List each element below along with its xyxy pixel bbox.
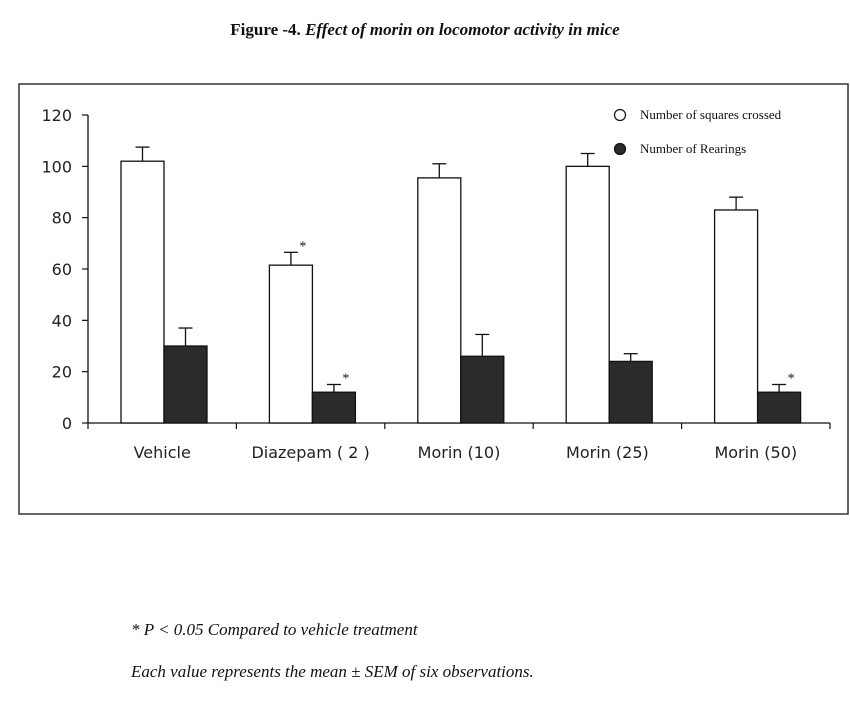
bar-rearings xyxy=(311,391,357,424)
bar-squares-crossed xyxy=(417,177,462,424)
legend-marker-rearings xyxy=(613,142,627,156)
x-tick-label: Diazepam ( 2 ) xyxy=(251,443,369,462)
legend-label: Number of squares crossed xyxy=(640,107,782,122)
bar-squares-crossed xyxy=(268,264,314,424)
legend-label: Number of Rearings xyxy=(640,141,746,156)
significance-marker: * xyxy=(299,239,306,254)
footnote-significance: * P < 0.05 Compared to vehicle treatment xyxy=(131,620,418,639)
bar-squares-crossed xyxy=(713,209,759,424)
chart-frame xyxy=(18,83,849,515)
y-axis-ticks: 0 20 40 60 80 100 120 xyxy=(41,106,88,433)
significance-marker: * xyxy=(342,372,349,387)
x-tick-label: Vehicle xyxy=(134,443,191,462)
x-tick-label: Morin (10) xyxy=(418,443,501,462)
y-tick-label: 80 xyxy=(52,209,72,228)
footnote-sem: Each value represents the mean ± SEM of … xyxy=(131,662,534,681)
y-tick-label: 60 xyxy=(52,260,72,279)
x-axis-ticks: Vehicle Diazepam ( 2 ) Morin (10) Morin (25… xyxy=(87,423,831,462)
figure-title-prefix: Figure -4. xyxy=(230,20,301,39)
y-tick-label: 40 xyxy=(52,311,72,330)
legend-marker-squares xyxy=(613,108,627,122)
y-tick-label: 100 xyxy=(41,157,72,176)
bar-squares-crossed xyxy=(120,160,165,424)
bar-rearings xyxy=(163,345,208,424)
x-tick-label: Morin (25) xyxy=(566,443,649,462)
bar-rearings xyxy=(608,360,653,424)
bar-rearings xyxy=(756,391,802,424)
legend: Number of squares crossed Number of Reari… xyxy=(613,107,782,156)
significance-marker: * xyxy=(788,372,795,387)
bar-rearings xyxy=(460,355,505,424)
y-tick-label: 0 xyxy=(62,414,72,433)
y-tick-label: 120 xyxy=(41,106,72,125)
x-tick-label: Morin (50) xyxy=(714,443,797,462)
figure-title-text: Effect of morin on locomotor activity in… xyxy=(300,20,620,39)
figure-title: Figure -4. Effect of morin on locomotor … xyxy=(0,20,850,40)
bar-series: * * * xyxy=(120,146,802,424)
y-tick-label: 20 xyxy=(52,363,72,382)
bar-squares-crossed xyxy=(565,165,610,424)
